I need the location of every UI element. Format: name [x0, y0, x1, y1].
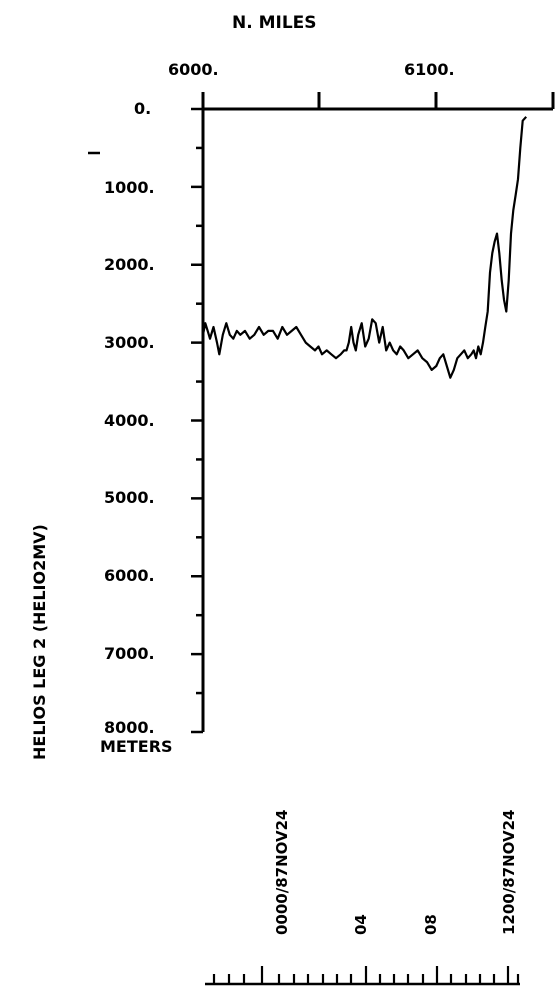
time-label-08: 08	[422, 914, 440, 935]
series-line	[201, 116, 528, 379]
y-axis-ticks	[191, 107, 203, 734]
x-tick-label-6100: 6100.	[404, 60, 455, 79]
y-tick-label-5000: 5000.	[104, 488, 155, 507]
y-tick-label-4000: 4000.	[104, 411, 155, 430]
time-label-04: 04	[352, 914, 370, 935]
side-label: HELIOS LEG 2 (HELIO2MV)	[30, 524, 49, 760]
y-tick-label-1000: 1000.	[104, 178, 155, 197]
y-tick-label-7000: 7000.	[104, 644, 155, 663]
series-group	[201, 116, 528, 379]
y-tick-label-0: 0.	[134, 99, 151, 118]
y-tick-label-6000: 6000.	[104, 566, 155, 585]
y-tick-label-8000: 8000.	[104, 718, 155, 737]
y-unit-label: METERS	[100, 737, 173, 756]
time-label-start: 0000/87NOV24	[273, 810, 291, 936]
x-tick-label-6000: 6000.	[168, 60, 219, 79]
top-axis-title: N. MILES	[232, 13, 317, 33]
y-tick-label-3000: 3000.	[104, 333, 155, 352]
time-label-end: 1200/87NOV24	[500, 810, 518, 936]
time-ruler-ticks	[212, 966, 520, 984]
y-tick-label-2000: 2000.	[104, 255, 155, 274]
